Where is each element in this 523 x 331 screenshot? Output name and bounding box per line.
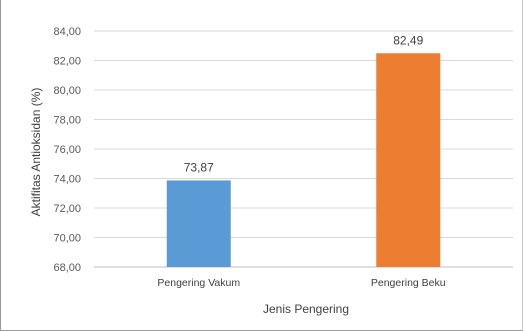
y-tick-label: 80,00	[53, 85, 81, 97]
gridlines	[94, 30, 513, 268]
bar-2	[376, 53, 441, 268]
y-tick-label: 72,00	[53, 203, 81, 215]
y-tick-label: 70,00	[53, 233, 81, 245]
x-axis-title: Jenis Pengering	[263, 302, 349, 316]
data-labels: 73,87 82,49	[184, 33, 424, 174]
y-tick-label: 68,00	[53, 262, 81, 274]
bar-1	[166, 180, 231, 267]
y-tick-label: 78,00	[53, 115, 81, 127]
y-tick-label: 82,00	[53, 56, 81, 68]
x-category-label: Pengering Vakum	[157, 277, 240, 289]
y-axis-ticks: 84,00 82,00 80,00 78,00 76,00 74,00 72,00 70,00…	[53, 26, 81, 274]
bars	[166, 53, 441, 268]
x-axis-categories: Pengering Vakum Pengering Beku	[157, 277, 445, 289]
data-label: 73,87	[184, 160, 214, 174]
y-tick-label: 84,00	[53, 26, 81, 38]
y-tick-label: 74,00	[53, 174, 81, 186]
x-category-label: Pengering Beku	[371, 277, 446, 289]
y-axis-title: Aktifitas Antioksidan (%)	[29, 88, 43, 217]
data-label: 82,49	[393, 33, 423, 47]
y-tick-label: 76,00	[53, 144, 81, 156]
